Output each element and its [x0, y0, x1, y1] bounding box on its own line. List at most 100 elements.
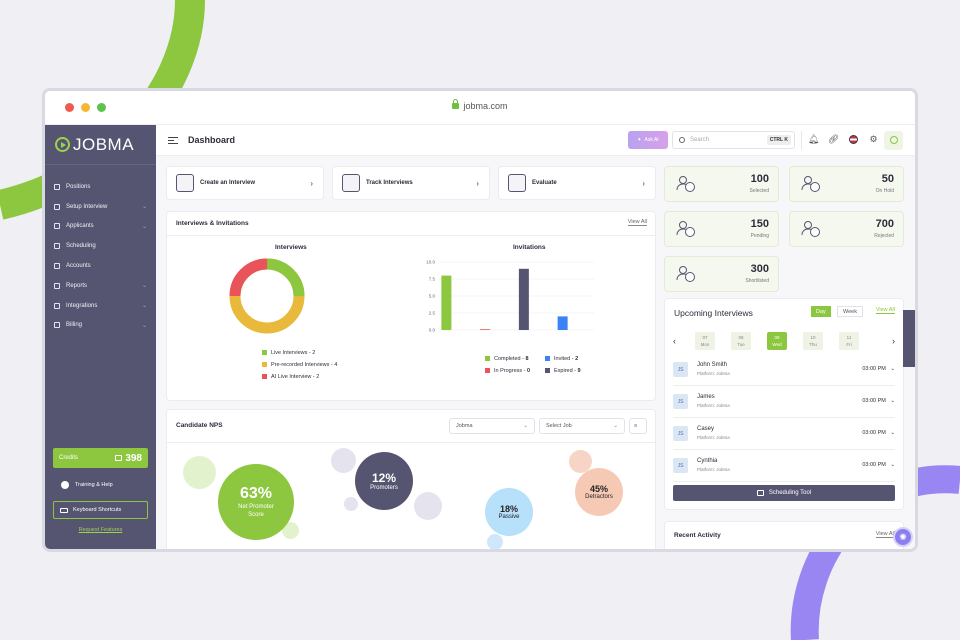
- bar-expired[interactable]: [518, 268, 529, 330]
- stat-card-on-hold[interactable]: 50 On Hold: [789, 166, 904, 202]
- sidebar-item-setup-interview[interactable]: Setup Interview ⌄: [45, 197, 156, 217]
- brand-name: JOBMA: [73, 134, 135, 154]
- date-11[interactable]: 11 Fri: [839, 332, 859, 350]
- chevron-down-icon: ⌄: [141, 322, 147, 329]
- stat-card-rejected[interactable]: 700 Rejected: [789, 211, 904, 247]
- tab-day[interactable]: Day: [811, 306, 831, 317]
- chevron-down-icon: ⌄: [141, 223, 147, 230]
- address-bar[interactable]: jobma.com: [45, 99, 915, 111]
- top-bar: Dashboard ✦ Ask AI Search CTRL K 🔔︎ 🔗︎ ⚙: [156, 125, 915, 156]
- legend-item: Expired - 9: [545, 365, 605, 377]
- stat-card-pending[interactable]: 150 Pending: [664, 211, 779, 247]
- passive-bubble: 18% Passive: [485, 488, 533, 536]
- sidebar-item-scheduling[interactable]: Scheduling: [45, 236, 156, 256]
- date-09[interactable]: 09 Wed: [767, 332, 787, 350]
- scheduling-tool-button[interactable]: Scheduling Tool: [673, 485, 895, 501]
- nav-icon: [54, 223, 60, 230]
- view-all-link[interactable]: View All: [627, 219, 647, 226]
- interview-row[interactable]: JS Casey Platform: Jobma 03:00 PM ⌄: [673, 419, 895, 450]
- gear-icon[interactable]: ⚙: [869, 134, 878, 144]
- chevron-down-icon: ⌄: [141, 303, 147, 310]
- minimize-dot[interactable]: [81, 103, 90, 112]
- chevron-right-icon[interactable]: ›: [892, 336, 895, 346]
- stat-card-shortlisted[interactable]: 300 Shortlisted: [664, 256, 779, 292]
- tab-week[interactable]: Week: [837, 306, 863, 317]
- platform-text: Platform: Jobma: [697, 435, 730, 440]
- track-interviews-card[interactable]: Track Interviews ›: [332, 166, 490, 200]
- bar-in-progress[interactable]: [480, 329, 491, 330]
- sidebar-item-positions[interactable]: Positions: [45, 177, 156, 197]
- sidebar-item-integrations[interactable]: Integrations ⌄: [45, 296, 156, 316]
- interview-row[interactable]: JS Cynthia Platform: Jobma 03:00 PM ⌄: [673, 451, 895, 482]
- menu-icon[interactable]: [168, 135, 178, 146]
- view-all-link[interactable]: View All: [875, 531, 895, 538]
- credits-badge[interactable]: Credits 398: [53, 448, 148, 468]
- avatar: JS: [673, 458, 688, 473]
- legend-item: Invited - 2: [545, 353, 605, 365]
- sidebar-item-accounts[interactable]: Accounts: [45, 256, 156, 276]
- bar-completed[interactable]: [441, 275, 452, 330]
- training-help-link[interactable]: Training & Help: [53, 477, 148, 493]
- search-input[interactable]: Search CTRL K: [672, 131, 795, 149]
- nav-icon: [54, 183, 60, 190]
- side-settings-icon[interactable]: [903, 310, 915, 329]
- bar-invited[interactable]: [557, 316, 568, 330]
- stat-card-selected[interactable]: 100 Selected: [664, 166, 779, 202]
- link-icon[interactable]: 🔗︎: [827, 134, 840, 144]
- decor-bubble: [282, 522, 299, 539]
- avatar: JS: [673, 426, 688, 441]
- brand-logo[interactable]: JOBMA: [45, 125, 156, 165]
- maximize-dot[interactable]: [97, 103, 106, 112]
- job-select-value: Select Job: [546, 423, 572, 429]
- detractors-value: 45%: [589, 484, 608, 494]
- view-all-link[interactable]: View All: [875, 307, 895, 314]
- sidebar-item-applicants[interactable]: Applicants ⌄: [45, 217, 156, 237]
- browser-window: jobma.com JOBMA Positions Setup Interview…: [42, 88, 918, 552]
- ask-ai-button[interactable]: ✦ Ask AI: [628, 131, 668, 149]
- promoters-label: Promoters: [370, 485, 398, 491]
- create-interview-card[interactable]: Create an Interview ›: [166, 166, 324, 200]
- decor-bubble: [344, 497, 358, 511]
- y-tick-label: 7.5: [429, 277, 436, 282]
- interview-time: 03:00 PM ⌄: [862, 366, 895, 372]
- side-gear-icon[interactable]: [903, 348, 915, 367]
- company-select[interactable]: Jobma ⌄: [449, 418, 535, 434]
- interview-time: 03:00 PM ⌄: [862, 398, 895, 404]
- avatar: JS: [673, 362, 688, 377]
- candidate-name: Casey: [697, 426, 715, 432]
- filter-button[interactable]: ≡: [629, 418, 647, 434]
- nav-icon: [54, 243, 60, 250]
- date-08[interactable]: 08 Tue: [731, 332, 751, 350]
- side-filter-icon[interactable]: [903, 329, 915, 348]
- qa-label: Track Interviews: [366, 180, 413, 186]
- chevron-down-icon: ⌄: [890, 398, 895, 404]
- date-10[interactable]: 10 Thu: [803, 332, 823, 350]
- help-fab[interactable]: ✺: [893, 527, 913, 547]
- job-select[interactable]: Select Job ⌄: [539, 418, 625, 434]
- profile-button[interactable]: [884, 131, 903, 150]
- calendar-icon: [756, 490, 764, 496]
- platform-text: Platform: Jobma: [697, 467, 730, 472]
- sidebar-item-billing[interactable]: Billing ⌄: [45, 316, 156, 336]
- keyboard-icon: [60, 507, 68, 513]
- interview-row[interactable]: JS John Smith Platform: Jobma 03:00 PM ⌄: [673, 355, 895, 386]
- nav-icon: [54, 302, 60, 309]
- keyboard-shortcuts-button[interactable]: Keyboard Shortcuts: [53, 501, 148, 519]
- shortcut-badge: CTRL K: [766, 135, 791, 145]
- close-dot[interactable]: [65, 103, 74, 112]
- date-07[interactable]: 07 Mon: [695, 332, 715, 350]
- sidebar-nav: Positions Setup Interview ⌄ Applicants ⌄ Sche…: [45, 177, 156, 335]
- stat-value: 300: [750, 263, 769, 275]
- evaluate-card[interactable]: Evaluate ›: [498, 166, 656, 200]
- chevron-right-icon: ›: [310, 178, 313, 188]
- sidebar-item-reports[interactable]: Reports ⌄: [45, 276, 156, 296]
- stat-label: On Hold: [875, 188, 894, 194]
- request-features-link[interactable]: Request Features: [78, 527, 123, 533]
- evaluate-icon: [508, 174, 526, 192]
- bell-icon[interactable]: 🔔︎: [807, 134, 820, 144]
- chevron-down-icon: ⌄: [613, 423, 618, 429]
- flag-icon[interactable]: [848, 134, 859, 145]
- interview-row[interactable]: JS James Platform: Jobma 03:00 PM ⌄: [673, 387, 895, 418]
- chevron-left-icon[interactable]: ‹: [673, 336, 676, 346]
